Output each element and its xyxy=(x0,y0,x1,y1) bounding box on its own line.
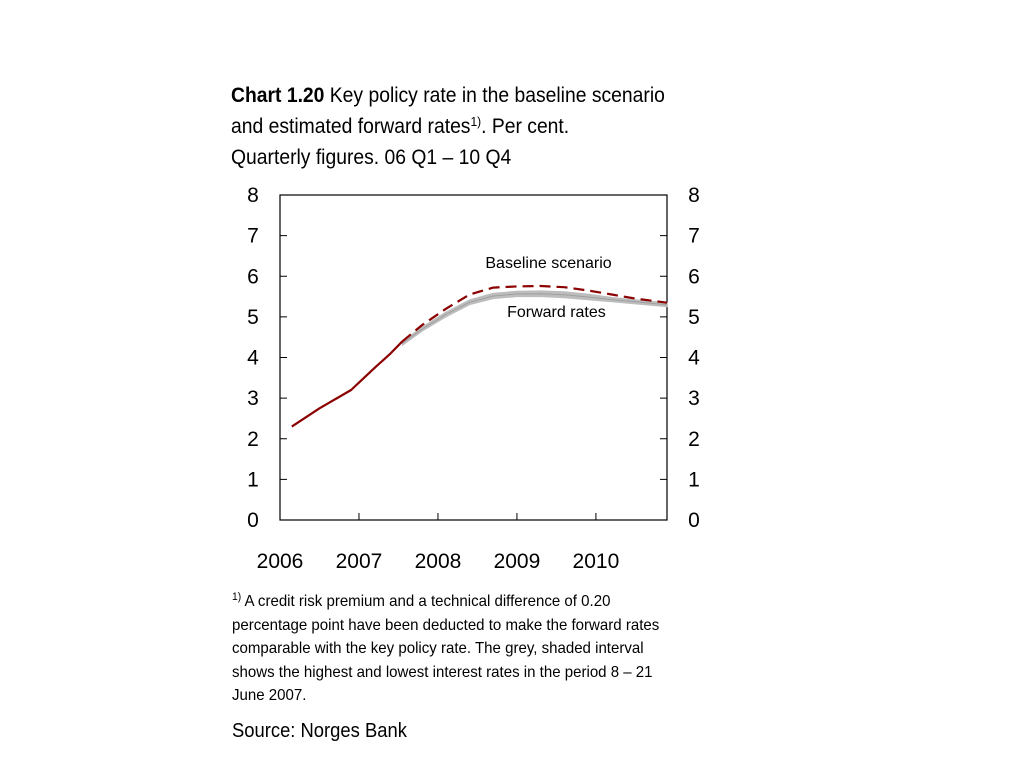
y-tick-label-right: 8 xyxy=(688,184,700,207)
key-policy-rate-line xyxy=(291,340,404,428)
x-tick-label: 2006 xyxy=(257,550,304,573)
annotation-label: Baseline scenario xyxy=(485,255,611,272)
y-tick-label-right: 2 xyxy=(688,428,700,451)
y-tick-label-left: 0 xyxy=(247,509,259,532)
y-tick-label-left: 1 xyxy=(247,468,259,491)
y-tick-label-right: 6 xyxy=(688,265,700,288)
y-tick-label-right: 4 xyxy=(688,347,700,370)
chart-title: Chart 1.20 Key policy rate in the baseli… xyxy=(231,80,691,173)
y-tick-label-left: 4 xyxy=(247,347,259,370)
y-tick-label-left: 3 xyxy=(247,387,259,410)
x-tick-label: 2008 xyxy=(415,550,462,573)
y-tick-label-left: 2 xyxy=(247,428,259,451)
footnote-text: A credit risk premium and a technical di… xyxy=(232,593,660,704)
y-tick-label-right: 7 xyxy=(688,225,700,248)
source-note: Source: Norges Bank xyxy=(232,720,407,742)
chart-title-unit: . Per cent. xyxy=(481,115,570,138)
y-tick-label-left: 5 xyxy=(247,306,259,329)
forward-rates-band xyxy=(401,290,668,347)
x-tick-label: 2007 xyxy=(336,550,383,573)
y-tick-label-left: 8 xyxy=(247,184,259,207)
x-tick-label: 2009 xyxy=(494,550,541,573)
baseline-scenario-dashed-line xyxy=(401,284,668,343)
chart-subtitle: Quarterly figures. 06 Q1 – 10 Q4 xyxy=(231,146,512,169)
annotation-label: Forward rates xyxy=(507,304,606,321)
forward-rates-line xyxy=(402,293,668,344)
y-tick-label-right: 3 xyxy=(688,387,700,410)
plot-frame xyxy=(279,194,668,521)
title-footnote-marker: 1) xyxy=(470,114,482,129)
chart-title-text: Key policy rate in the baseline scenario… xyxy=(231,84,665,138)
y-tick-label-right: 1 xyxy=(688,468,700,491)
y-tick-label-left: 7 xyxy=(247,225,259,248)
y-tick-label-left: 6 xyxy=(247,265,259,288)
footnote: 1) A credit risk premium and a technical… xyxy=(232,590,683,708)
chart-number: Chart 1.20 xyxy=(231,84,325,107)
y-tick-label-right: 5 xyxy=(688,306,700,329)
y-tick-label-right: 0 xyxy=(688,509,700,532)
x-tick-label: 2010 xyxy=(573,550,620,573)
footnote-marker: 1) xyxy=(232,591,242,603)
